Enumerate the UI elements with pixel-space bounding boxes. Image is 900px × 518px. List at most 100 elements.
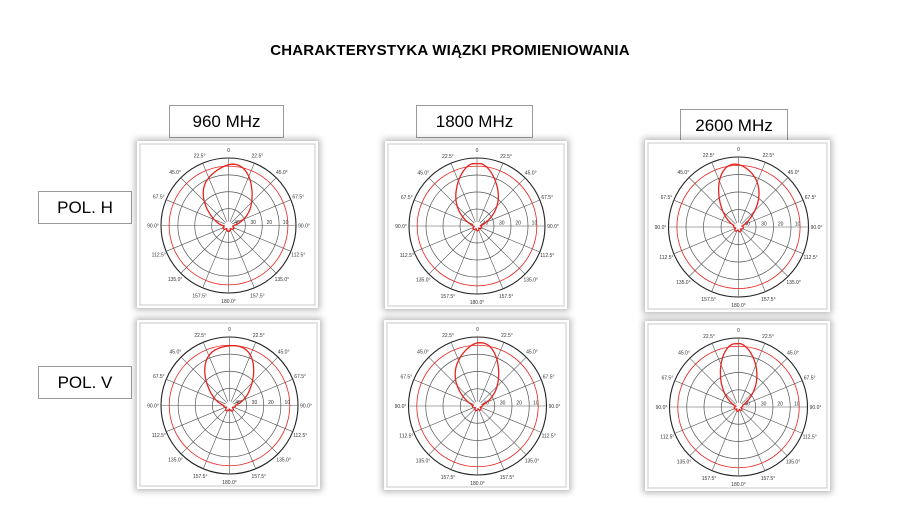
radial-label: 30 [500, 401, 506, 407]
angle-label: 67.5° [805, 195, 817, 201]
grid-spoke [741, 177, 789, 225]
grid-spoke [428, 177, 475, 224]
grid-spoke [742, 408, 803, 434]
angle-label: 90.0° [547, 224, 559, 230]
grid-spoke [232, 226, 291, 252]
grid-spoke [414, 199, 474, 225]
angle-label: 0 [476, 327, 479, 333]
angle-label: 157.5° [499, 294, 514, 300]
angle-label: 112.5° [803, 434, 817, 440]
radial-label: 20 [515, 221, 521, 227]
grid-spoke [231, 228, 277, 274]
radial-label: 10 [285, 400, 291, 406]
grid-spoke [450, 409, 477, 470]
grid-spoke [428, 408, 475, 456]
grid-spoke [166, 226, 225, 252]
grid-spoke [739, 230, 766, 292]
grid-spoke [742, 199, 804, 226]
angle-label: 67.5° [400, 375, 412, 381]
angle-label: 112.5° [659, 255, 673, 261]
grid-spoke [414, 227, 474, 253]
angle-label: 180.0° [470, 300, 485, 306]
angle-label: 112.5° [293, 433, 307, 439]
angle-label: 135.0° [676, 280, 691, 286]
pattern-trace [204, 345, 255, 412]
angle-label: 45.0° [526, 350, 538, 356]
grid-spoke [166, 406, 226, 432]
polar-plot: 0 22.5° 45.0° 67.5° 90.0° 112.5° 135.0° 157.5° 1… [386, 322, 567, 488]
radial-label: 20 [267, 220, 273, 226]
angle-label: 112.5° [152, 433, 166, 439]
angle-label: 135.0° [525, 458, 540, 464]
grid-spoke [233, 406, 293, 432]
angle-label: 67.5° [661, 195, 673, 201]
grid-spoke [478, 163, 504, 223]
angle-label: 67.5° [661, 376, 673, 382]
angle-label: 67.5° [543, 375, 555, 381]
angle-label: 45.0° [678, 351, 690, 357]
angle-label: 45.0° [787, 351, 799, 357]
polar-plot: 0 22.5° 45.0° 67.5° 90.0° 112.5° 135.0° 157.5° 1… [139, 322, 318, 487]
angle-label: 112.5° [660, 434, 674, 440]
angle-label: 112.5° [803, 255, 817, 261]
grid-spoke [478, 229, 504, 289]
angle-label: 135.0° [416, 458, 431, 464]
grid-spoke [450, 229, 476, 289]
grid-spoke [180, 177, 226, 223]
radial-label: 10 [283, 220, 289, 226]
pattern-trace [719, 343, 758, 412]
angle-label: 90.0° [300, 404, 312, 410]
angle-label: 22.5° [762, 334, 774, 340]
angle-label: 90.0° [549, 404, 561, 410]
radial-label: 30 [761, 222, 767, 228]
radial-label: 40 [234, 220, 240, 226]
polar-plot: 0 22.5° 45.0° 67.5° 90.0° 112.5° 135.0° 157.5° 1… [387, 143, 565, 307]
angle-label: 90.0° [147, 404, 159, 410]
angle-label: 22.5° [501, 333, 513, 339]
angle-label: 22.5° [442, 154, 454, 160]
angle-label: 0 [737, 147, 740, 153]
grid-spoke [202, 229, 228, 288]
angle-label: 45.0° [170, 349, 182, 355]
grid-spoke [688, 229, 736, 277]
grid-spoke [689, 409, 736, 457]
angle-label: 67.5° [401, 195, 413, 201]
angle-label: 157.5° [252, 474, 267, 480]
angle-label: 67.5° [541, 195, 553, 201]
pol-label-h: POL. H [38, 191, 132, 224]
radial-label: 20 [516, 401, 522, 407]
angle-label: 22.5° [253, 333, 265, 339]
angle-label: 67.5° [292, 195, 304, 201]
grid-spoke [180, 228, 226, 274]
grid-spoke [479, 228, 526, 275]
radial-label: 10 [532, 221, 538, 227]
grid-spoke [428, 228, 475, 275]
grid-spoke [741, 229, 789, 277]
angle-label: 180.0° [731, 482, 746, 488]
grid-spoke [230, 342, 256, 402]
angle-label: 22.5° [500, 154, 512, 160]
angle-label: 180.0° [731, 303, 746, 309]
angle-label: 67.5° [294, 374, 306, 380]
polar-chart-1800-v: 0 22.5° 45.0° 67.5° 90.0° 112.5° 135.0° 157.5° 1… [384, 320, 569, 490]
angle-label: 90.0° [395, 404, 407, 410]
grid-spoke [739, 410, 766, 471]
radial-label: 40 [235, 400, 241, 406]
angle-label: 45.0° [278, 349, 290, 355]
angle-label: 112.5° [540, 253, 554, 259]
pattern-trace [717, 163, 760, 233]
angle-label: 135.0° [677, 459, 692, 465]
grid-spoke [232, 199, 291, 225]
angle-label: 22.5° [703, 153, 715, 159]
angle-label: 90.0° [811, 225, 823, 231]
angle-label: 112.5° [400, 253, 414, 259]
grid-spoke [711, 230, 738, 292]
grid-spoke [229, 229, 255, 288]
angle-label: 45.0° [276, 170, 288, 176]
angle-label: 135.0° [276, 458, 291, 464]
grid-spoke [741, 357, 788, 405]
angle-label: 157.5° [701, 297, 716, 303]
angle-label: 90.0° [810, 405, 822, 411]
radial-label: 30 [252, 400, 258, 406]
radial-label: 10 [795, 222, 801, 228]
